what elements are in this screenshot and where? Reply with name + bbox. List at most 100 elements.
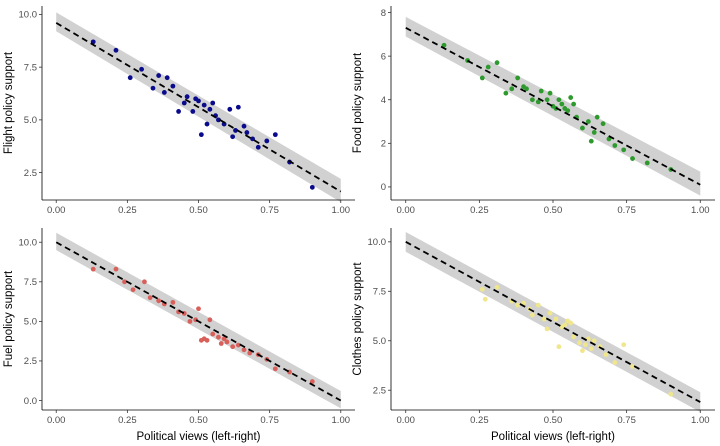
x-tick-label: 0.75 [260, 415, 279, 426]
data-point [494, 284, 500, 290]
data-point [221, 121, 227, 127]
regression-line [55, 22, 342, 193]
y-tick-label: 10.0 [368, 237, 387, 248]
data-point [630, 364, 635, 369]
x-tick-label: 0.00 [396, 415, 415, 426]
y-axis-title: Fuel policy support [3, 270, 15, 367]
y-axis-title: Clothes policy support [352, 262, 364, 376]
data-point [233, 128, 238, 133]
x-tick-label: 0.75 [617, 205, 636, 216]
data-point [583, 342, 588, 348]
y-tick-label: 7.5 [24, 277, 37, 288]
data-point [585, 119, 591, 124]
y-tick-label: 4 [381, 95, 386, 106]
y-tick-label: 10.0 [19, 10, 38, 21]
y-tick-label: 2 [381, 139, 386, 150]
x-tick-label: 1.00 [332, 415, 351, 426]
data-point [503, 90, 509, 96]
data-point [441, 42, 447, 48]
data-point [538, 88, 544, 94]
data-point [218, 341, 224, 346]
data-point [612, 360, 618, 365]
x-tick-label: 0.25 [118, 415, 137, 426]
data-point [485, 64, 491, 70]
data-point [216, 117, 221, 123]
data-point [241, 347, 247, 353]
data-point [201, 102, 207, 108]
data-point [264, 138, 270, 144]
data-point [580, 125, 585, 131]
x-tick-label: 0.50 [189, 415, 208, 426]
x-tick-label: 0.00 [47, 205, 66, 216]
data-point [216, 334, 221, 340]
data-point [250, 136, 255, 142]
data-point [161, 90, 167, 95]
data-point [529, 97, 535, 103]
data-point [272, 366, 278, 372]
data-point [606, 136, 612, 142]
data-point [585, 336, 591, 342]
regression-line [405, 241, 701, 403]
y-tick-label: 0 [381, 182, 386, 193]
data-point [196, 306, 201, 312]
data-point [176, 109, 181, 114]
data-point [181, 100, 187, 106]
regression-line [405, 27, 701, 186]
data-point [565, 108, 571, 114]
data-point [594, 114, 600, 120]
y-tick-label: 2.5 [373, 386, 386, 397]
x-tick-label: 0.50 [189, 205, 208, 216]
x-axis-title: Political views (left-right) [491, 431, 615, 443]
data-point [147, 295, 153, 301]
panel-2: 0.00 0.25 0.50 0.75 1.00 0 2 4 6 8 Food policy sup… [352, 6, 715, 216]
data-point [571, 101, 577, 107]
data-point [150, 85, 156, 91]
data-point [207, 106, 213, 112]
data-point [139, 66, 144, 72]
data-point [164, 75, 170, 81]
data-point [562, 322, 568, 328]
data-point [603, 352, 609, 358]
data-point [235, 342, 241, 348]
data-point [559, 101, 565, 107]
data-point [479, 286, 485, 292]
data-point [556, 97, 562, 103]
data-point [591, 130, 597, 135]
y-axis-title: Flight policy support [3, 51, 15, 154]
data-point [113, 266, 119, 272]
data-point [309, 379, 315, 384]
panel-4: 0.00 0.25 0.50 0.75 1.00 2.5 5.0 7.5 10.0 Clothes… [352, 228, 715, 443]
data-point [247, 350, 253, 356]
y-tick-label: 2.5 [24, 356, 37, 367]
data-point [515, 302, 521, 308]
data-point [644, 160, 650, 166]
data-point [547, 310, 553, 316]
y-tick-label: 5.0 [24, 115, 37, 126]
data-point [190, 109, 196, 114]
data-point [130, 287, 136, 293]
data-point [227, 106, 233, 112]
data-point [241, 123, 247, 129]
y-tick-label: 5.0 [373, 336, 386, 347]
data-point [621, 147, 627, 153]
data-point [207, 317, 213, 323]
x-tick-label: 0.25 [470, 205, 489, 216]
data-point [524, 86, 529, 92]
data-point [90, 266, 96, 272]
data-point [544, 326, 550, 332]
data-point [122, 279, 127, 285]
data-point [196, 98, 201, 104]
x-tick-label: 0.75 [617, 415, 636, 426]
data-point [612, 143, 618, 148]
x-axis-title: Political views (left-right) [137, 431, 261, 443]
data-point [113, 47, 119, 53]
data-point [621, 342, 627, 348]
data-point [668, 391, 674, 397]
data-point [482, 296, 488, 302]
data-point [210, 100, 216, 106]
x-tick-label: 1.00 [332, 205, 351, 216]
data-point [244, 130, 250, 135]
data-point [535, 302, 541, 308]
data-point [204, 337, 210, 343]
